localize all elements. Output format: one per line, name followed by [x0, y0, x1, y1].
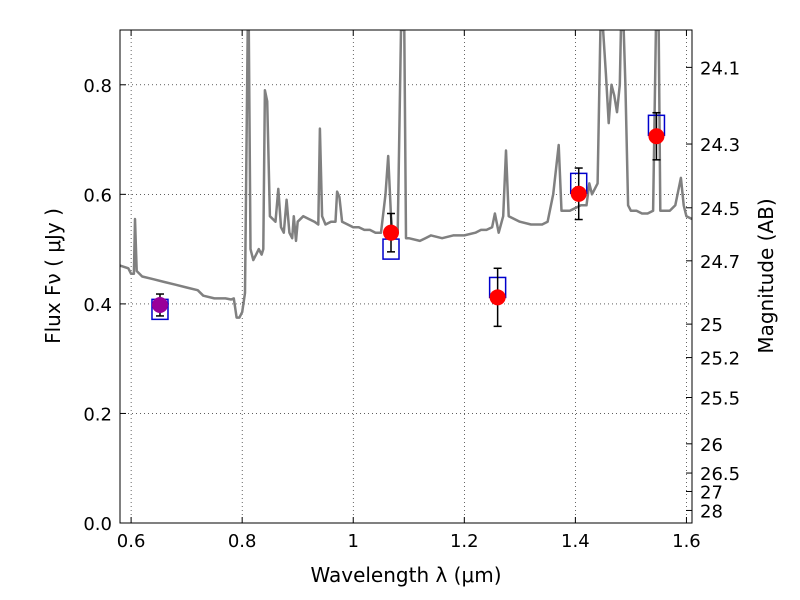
observed-point	[648, 111, 665, 161]
mag-tick-label: 25.2	[700, 349, 740, 370]
y-tick-label: 0.6	[83, 185, 112, 206]
y-axis-label: Flux Fν ( μJy )	[41, 208, 65, 344]
mag-tick-label: 26.5	[700, 464, 740, 485]
y-tick-label: 0.4	[83, 295, 112, 316]
mag-tick-label: 24.7	[700, 252, 740, 273]
observed-point	[570, 167, 587, 221]
y-tick-label: 0.0	[83, 514, 112, 535]
right-axis-label: Magnitude (AB)	[754, 198, 778, 353]
mag-tick-label: 25	[700, 315, 723, 336]
mag-tick-label: 24.5	[700, 199, 740, 220]
mag-tick-label: 26	[700, 435, 723, 456]
spectrum-layer	[120, 30, 692, 319]
mag-tick-label: 24.3	[700, 135, 740, 156]
model-photometry-layer	[151, 114, 666, 321]
x-tick-label: 1.4	[561, 531, 590, 552]
observed-point	[489, 267, 506, 328]
plot-frame	[119, 29, 693, 524]
mag-tick-label: 27	[700, 482, 723, 503]
x-tick-label: 0.6	[117, 531, 146, 552]
x-axis-label: Wavelength λ (μm)	[310, 563, 501, 587]
mag-tick-label: 24.1	[700, 58, 740, 79]
x-tick-label: 1	[348, 531, 359, 552]
observed-marker	[383, 224, 400, 241]
x-tick-label: 1.6	[672, 531, 701, 552]
observed-points-layer	[151, 111, 665, 328]
observed-marker	[648, 128, 665, 145]
x-axis-ticks: 0.6 0.8 1 1.2 1.4 1.6	[117, 30, 701, 552]
y-tick-label: 0.2	[83, 404, 112, 425]
observed-marker	[151, 296, 168, 313]
x-tick-label: 1.2	[450, 531, 479, 552]
observed-marker	[570, 185, 587, 202]
observed-marker	[489, 289, 506, 306]
mag-tick-label: 25.5	[700, 389, 740, 410]
observed-point	[151, 293, 168, 317]
x-tick-label: 0.8	[228, 531, 257, 552]
mag-tick-label: 28	[700, 501, 723, 522]
observed-point	[383, 212, 400, 253]
y-tick-label: 0.8	[83, 76, 112, 97]
model-spectrum-line	[120, 30, 692, 319]
y-axis-ticks: 0.0 0.2 0.4 0.6 0.8	[83, 76, 126, 535]
